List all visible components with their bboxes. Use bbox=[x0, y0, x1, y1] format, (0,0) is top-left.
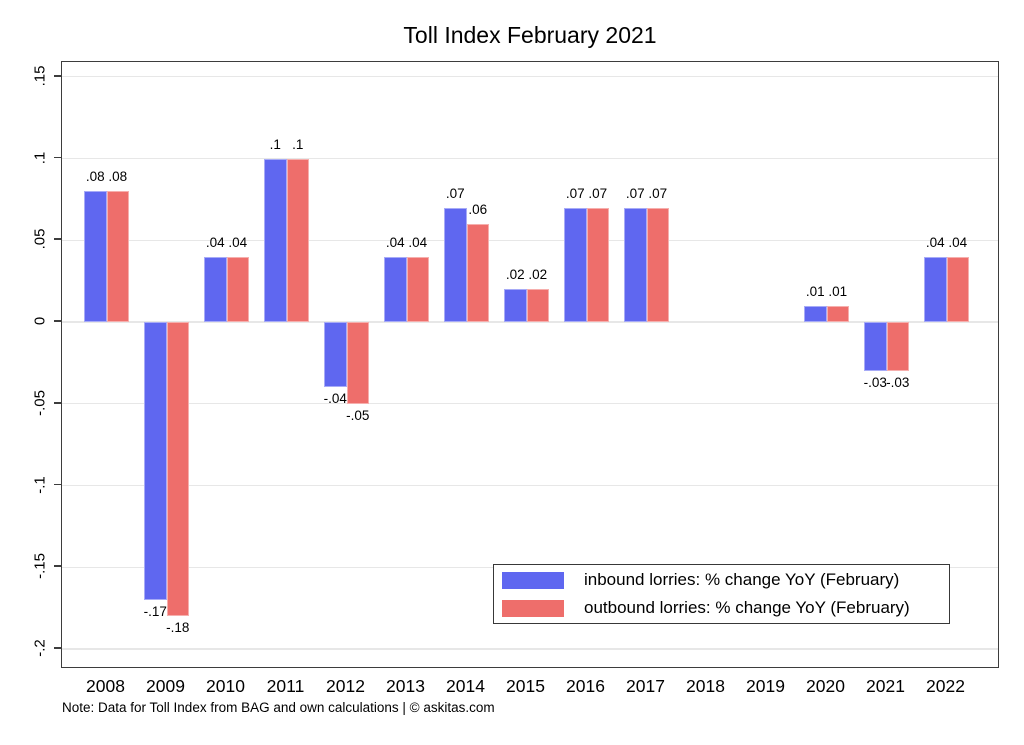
bar-value-label: .07 bbox=[625, 185, 645, 201]
bar-inbound-2015 bbox=[504, 289, 527, 322]
bar-inbound-2010 bbox=[204, 256, 227, 322]
y-axis-tick bbox=[54, 565, 61, 568]
y-tick-label: -.2 bbox=[31, 639, 49, 657]
bar-value-label: .08 bbox=[108, 169, 128, 185]
legend-row-inbound: inbound lorries: % change YoY (February) bbox=[502, 571, 949, 589]
bar-value-label: -.05 bbox=[346, 407, 370, 423]
y-axis-tick bbox=[54, 401, 61, 404]
bar-inbound-2009 bbox=[144, 322, 167, 600]
legend-label-outbound: outbound lorries: % change YoY (February… bbox=[584, 598, 910, 617]
bar-value-label: .07 bbox=[588, 185, 608, 201]
x-tick-label: 2013 bbox=[386, 676, 425, 696]
x-tick-label: 2015 bbox=[506, 676, 545, 696]
bar-value-label: .04 bbox=[385, 234, 405, 250]
x-tick-label: 2008 bbox=[86, 676, 125, 696]
bar-value-label: .01 bbox=[828, 283, 848, 299]
y-axis-tick bbox=[54, 483, 61, 486]
bar-value-label: .04 bbox=[228, 234, 248, 250]
x-tick-label: 2009 bbox=[146, 676, 185, 696]
y-tick-label: -.15 bbox=[31, 553, 49, 580]
bar-outbound-2020 bbox=[826, 305, 849, 322]
y-axis-tick bbox=[54, 647, 61, 649]
bar-value-label: .07 bbox=[445, 185, 465, 201]
y-axis-tick bbox=[54, 74, 61, 77]
x-tick-label: 2019 bbox=[746, 676, 785, 696]
bar-value-label: .04 bbox=[925, 234, 945, 250]
bar-inbound-2014 bbox=[444, 207, 467, 322]
y-tick-label: -.05 bbox=[31, 389, 49, 416]
y-axis-tick bbox=[54, 156, 61, 159]
y-tick-label: .15 bbox=[31, 65, 49, 87]
bar-value-label: .04 bbox=[205, 234, 225, 250]
gridline bbox=[62, 321, 998, 323]
bar-value-label: .01 bbox=[805, 283, 825, 299]
bar-outbound-2011 bbox=[286, 158, 309, 322]
bar-value-label: .02 bbox=[505, 267, 525, 283]
legend-label-inbound: inbound lorries: % change YoY (February) bbox=[584, 570, 900, 589]
x-tick-label: 2021 bbox=[866, 676, 905, 696]
legend-swatch-outbound bbox=[502, 599, 564, 617]
x-tick-label: 2017 bbox=[626, 676, 665, 696]
y-tick-label: .1 bbox=[31, 151, 49, 164]
gridline bbox=[62, 403, 998, 405]
bar-inbound-2012 bbox=[324, 322, 347, 388]
bar-value-label: .07 bbox=[648, 185, 668, 201]
bar-outbound-2021 bbox=[886, 322, 909, 372]
bar-value-label: .1 bbox=[269, 136, 281, 152]
bar-outbound-2014 bbox=[466, 223, 489, 322]
x-tick-label: 2022 bbox=[926, 676, 965, 696]
bar-outbound-2008 bbox=[106, 191, 129, 322]
bar-outbound-2015 bbox=[526, 289, 549, 322]
x-tick-label: 2011 bbox=[266, 676, 305, 696]
legend-swatch-inbound bbox=[502, 571, 564, 589]
chart-note: Note: Data for Toll Index from BAG and o… bbox=[62, 700, 495, 715]
gridline bbox=[62, 648, 998, 650]
bar-inbound-2021 bbox=[864, 322, 887, 372]
bar-inbound-2020 bbox=[804, 305, 827, 322]
bar-value-label: -.04 bbox=[323, 391, 347, 407]
y-tick-label: 0 bbox=[31, 316, 49, 326]
bar-inbound-2017 bbox=[624, 207, 647, 322]
chart-title: Toll Index February 2021 bbox=[403, 22, 657, 48]
bar-outbound-2010 bbox=[226, 256, 249, 322]
y-axis-tick bbox=[54, 320, 61, 322]
bar-value-label: .1 bbox=[292, 136, 304, 152]
x-tick-label: 2014 bbox=[446, 676, 485, 696]
gridline bbox=[62, 239, 998, 241]
gridline bbox=[62, 76, 998, 78]
bar-outbound-2016 bbox=[586, 207, 609, 322]
bar-value-label: .04 bbox=[948, 234, 968, 250]
bar-inbound-2013 bbox=[384, 256, 407, 322]
bar-inbound-2022 bbox=[924, 256, 947, 322]
bar-inbound-2011 bbox=[264, 158, 287, 322]
legend: inbound lorries: % change YoY (February)… bbox=[493, 564, 950, 624]
y-tick-label: -.1 bbox=[31, 475, 49, 494]
x-tick-label: 2012 bbox=[326, 676, 365, 696]
bar-value-label: -.18 bbox=[166, 620, 190, 636]
x-tick-label: 2020 bbox=[806, 676, 845, 696]
x-tick-label: 2010 bbox=[206, 676, 245, 696]
gridline bbox=[62, 157, 998, 160]
bar-value-label: -.03 bbox=[886, 375, 910, 391]
bar-value-label: .07 bbox=[565, 185, 585, 201]
bar-value-label: .08 bbox=[85, 169, 105, 185]
y-axis-tick bbox=[54, 238, 61, 241]
bar-outbound-2012 bbox=[346, 322, 369, 404]
bar-outbound-2013 bbox=[406, 256, 429, 322]
bar-outbound-2017 bbox=[646, 207, 669, 322]
bar-value-label: .04 bbox=[408, 234, 428, 250]
x-tick-label: 2018 bbox=[686, 676, 725, 696]
bar-value-label: -.03 bbox=[863, 375, 887, 391]
bar-inbound-2008 bbox=[84, 191, 107, 322]
bar-outbound-2009 bbox=[166, 322, 189, 617]
legend-row-outbound: outbound lorries: % change YoY (February… bbox=[502, 599, 949, 617]
y-tick-label: .05 bbox=[31, 228, 49, 250]
bar-outbound-2022 bbox=[946, 256, 969, 322]
gridline bbox=[62, 484, 998, 487]
x-tick-label: 2016 bbox=[566, 676, 605, 696]
bar-value-label: .02 bbox=[528, 267, 548, 283]
bar-value-label: -.17 bbox=[143, 603, 167, 619]
bar-value-label: .06 bbox=[468, 201, 488, 217]
bar-inbound-2016 bbox=[564, 207, 587, 322]
